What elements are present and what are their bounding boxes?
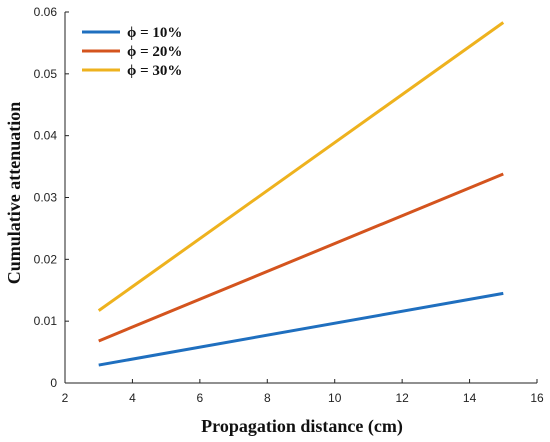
- x-tick-label: 12: [395, 391, 409, 405]
- series-line-2: [98, 172, 504, 343]
- x-tick-label: 4: [129, 391, 136, 405]
- y-tick-label: 0.03: [34, 191, 58, 205]
- y-tick-label: 0.02: [34, 252, 58, 266]
- y-tick-label: 0.04: [34, 129, 58, 143]
- legend-label: ϕ = 10%: [127, 25, 182, 41]
- x-tick-label: 14: [463, 391, 477, 405]
- series-line-3: [97, 21, 505, 312]
- series-line-1: [98, 291, 504, 367]
- plot-area: 2 4 6 8 10 12 14 16 0 0.01 0.02 0.03 0.04 0.05 0.06 ϕ =…: [34, 5, 544, 405]
- x-tick-label: 10: [328, 391, 342, 405]
- y-axis-title: Cumulative attenuation: [4, 102, 24, 285]
- y-tick-label: 0.05: [34, 67, 58, 81]
- y-tick-label: 0.01: [34, 314, 58, 328]
- y-tick-label: 0.06: [34, 5, 58, 19]
- x-tick-label: 8: [264, 391, 271, 405]
- y-tick-label: 0: [50, 376, 57, 390]
- x-tick-label: 16: [530, 391, 544, 405]
- legend-label: ϕ = 30%: [127, 63, 182, 79]
- legend-label: ϕ = 20%: [127, 44, 182, 60]
- x-axis-title: Propagation distance (cm): [201, 416, 403, 437]
- x-tick-label: 6: [197, 391, 204, 405]
- x-tick-label: 2: [62, 391, 69, 405]
